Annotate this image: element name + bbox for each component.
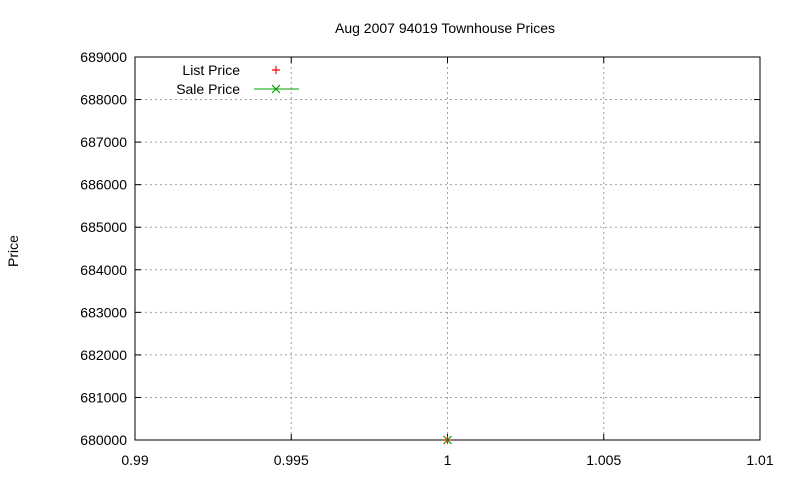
y-tick-label: 685000 (80, 219, 127, 235)
y-tick-label: 682000 (80, 347, 127, 363)
axis-ticks: 680000 681000 682000 683000 684000 685000 6860… (80, 49, 774, 468)
y-axis-label: Price (5, 235, 21, 267)
y-tick-label: 684000 (80, 262, 127, 278)
data-point (443, 435, 452, 445)
y-tick-label: 680000 (80, 432, 127, 448)
y-tick-label: 683000 (80, 304, 127, 320)
y-tick-label: 689000 (80, 49, 127, 65)
y-tick-label: 688000 (80, 92, 127, 108)
y-tick-label: 681000 (80, 389, 127, 405)
y-tick-label: 687000 (80, 134, 127, 150)
x-tick-label: 0.995 (274, 452, 309, 468)
legend-label: Sale Price (176, 81, 240, 97)
legend-marker-cross-icon (271, 84, 281, 94)
legend-label: List Price (182, 62, 240, 78)
chart-title: Aug 2007 94019 Townhouse Prices (335, 20, 555, 36)
legend-marker-plus-icon (272, 66, 280, 74)
x-tick-label: 1.005 (586, 452, 621, 468)
legend: List Price Sale Price (176, 62, 299, 97)
x-tick-label: 1.01 (746, 452, 773, 468)
x-tick-label: 1 (444, 452, 452, 468)
y-tick-label: 686000 (80, 177, 127, 193)
x-tick-label: 0.99 (121, 452, 148, 468)
grid (135, 57, 760, 440)
data-marks (443, 435, 452, 445)
